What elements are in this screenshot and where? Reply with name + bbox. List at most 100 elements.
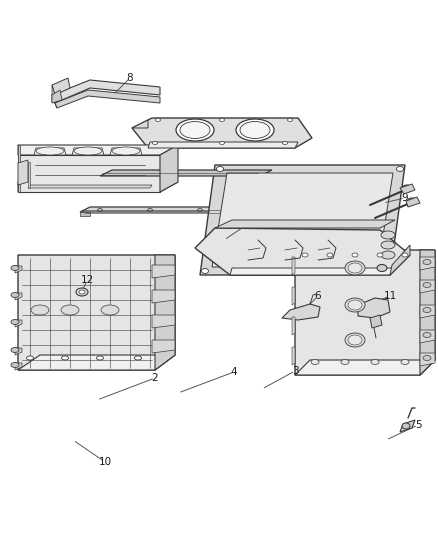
Polygon shape [28,185,152,188]
Polygon shape [15,293,22,300]
Ellipse shape [201,269,208,273]
Polygon shape [292,317,295,335]
Ellipse shape [74,147,102,155]
Ellipse shape [27,356,33,360]
Ellipse shape [112,147,140,155]
Ellipse shape [345,298,365,312]
Polygon shape [420,330,435,343]
Ellipse shape [198,208,202,212]
Ellipse shape [283,141,287,144]
Polygon shape [292,347,295,365]
Ellipse shape [348,263,362,273]
Ellipse shape [327,253,333,257]
Ellipse shape [407,198,417,204]
Polygon shape [420,257,435,270]
Ellipse shape [247,208,252,212]
Ellipse shape [302,253,308,257]
Polygon shape [370,315,382,328]
Ellipse shape [402,253,408,257]
Polygon shape [52,85,55,95]
Ellipse shape [176,119,214,141]
Polygon shape [212,173,393,267]
Ellipse shape [180,122,210,139]
Text: 12: 12 [81,275,94,285]
Ellipse shape [11,362,19,367]
Ellipse shape [423,308,431,312]
Ellipse shape [352,253,358,257]
Ellipse shape [11,293,19,297]
Ellipse shape [148,208,152,212]
Ellipse shape [152,141,158,144]
Ellipse shape [219,141,225,144]
Polygon shape [420,250,435,375]
Ellipse shape [155,118,160,122]
Polygon shape [34,148,66,155]
Polygon shape [55,90,160,108]
Ellipse shape [345,261,365,275]
Polygon shape [195,228,410,275]
Polygon shape [15,363,22,370]
Ellipse shape [377,264,387,271]
Ellipse shape [11,265,19,271]
Ellipse shape [297,208,303,212]
Polygon shape [420,353,435,366]
Polygon shape [200,165,405,275]
Text: 11: 11 [383,291,397,301]
Polygon shape [18,145,20,192]
Polygon shape [132,118,312,148]
Ellipse shape [240,122,270,139]
Polygon shape [15,320,22,327]
Text: 6: 6 [314,291,321,301]
Ellipse shape [101,305,119,315]
Polygon shape [230,268,395,275]
Polygon shape [18,355,175,370]
Polygon shape [100,170,272,176]
Text: 9: 9 [402,193,408,203]
Polygon shape [132,120,148,128]
Ellipse shape [341,359,349,365]
Polygon shape [215,220,395,228]
Ellipse shape [216,166,223,172]
Polygon shape [406,197,420,207]
Ellipse shape [345,333,365,347]
Polygon shape [15,348,22,355]
Ellipse shape [371,359,379,365]
Polygon shape [18,160,28,185]
Ellipse shape [98,208,102,212]
Ellipse shape [401,359,409,365]
Polygon shape [52,80,160,103]
Text: 2: 2 [152,373,158,383]
Polygon shape [310,207,320,216]
Ellipse shape [381,231,395,239]
Polygon shape [152,265,175,278]
Polygon shape [152,315,175,328]
Polygon shape [420,280,435,293]
Ellipse shape [423,333,431,337]
Ellipse shape [287,118,293,122]
Ellipse shape [402,423,410,429]
Ellipse shape [381,241,395,249]
Polygon shape [420,305,435,318]
Polygon shape [28,162,30,188]
Ellipse shape [311,359,319,365]
Polygon shape [155,255,175,370]
Polygon shape [52,90,62,103]
Polygon shape [18,182,178,192]
Ellipse shape [11,348,19,352]
Polygon shape [15,266,22,273]
Polygon shape [295,250,435,375]
Polygon shape [52,95,57,108]
Ellipse shape [423,282,431,287]
Polygon shape [160,145,178,192]
Text: 8: 8 [127,73,133,83]
Polygon shape [80,207,320,212]
Text: 5: 5 [415,420,421,430]
Ellipse shape [423,260,431,264]
Ellipse shape [96,356,103,360]
Ellipse shape [236,119,274,141]
Polygon shape [400,184,415,194]
Text: 10: 10 [99,457,112,467]
Ellipse shape [76,288,88,296]
Polygon shape [400,420,415,432]
Polygon shape [295,360,435,375]
